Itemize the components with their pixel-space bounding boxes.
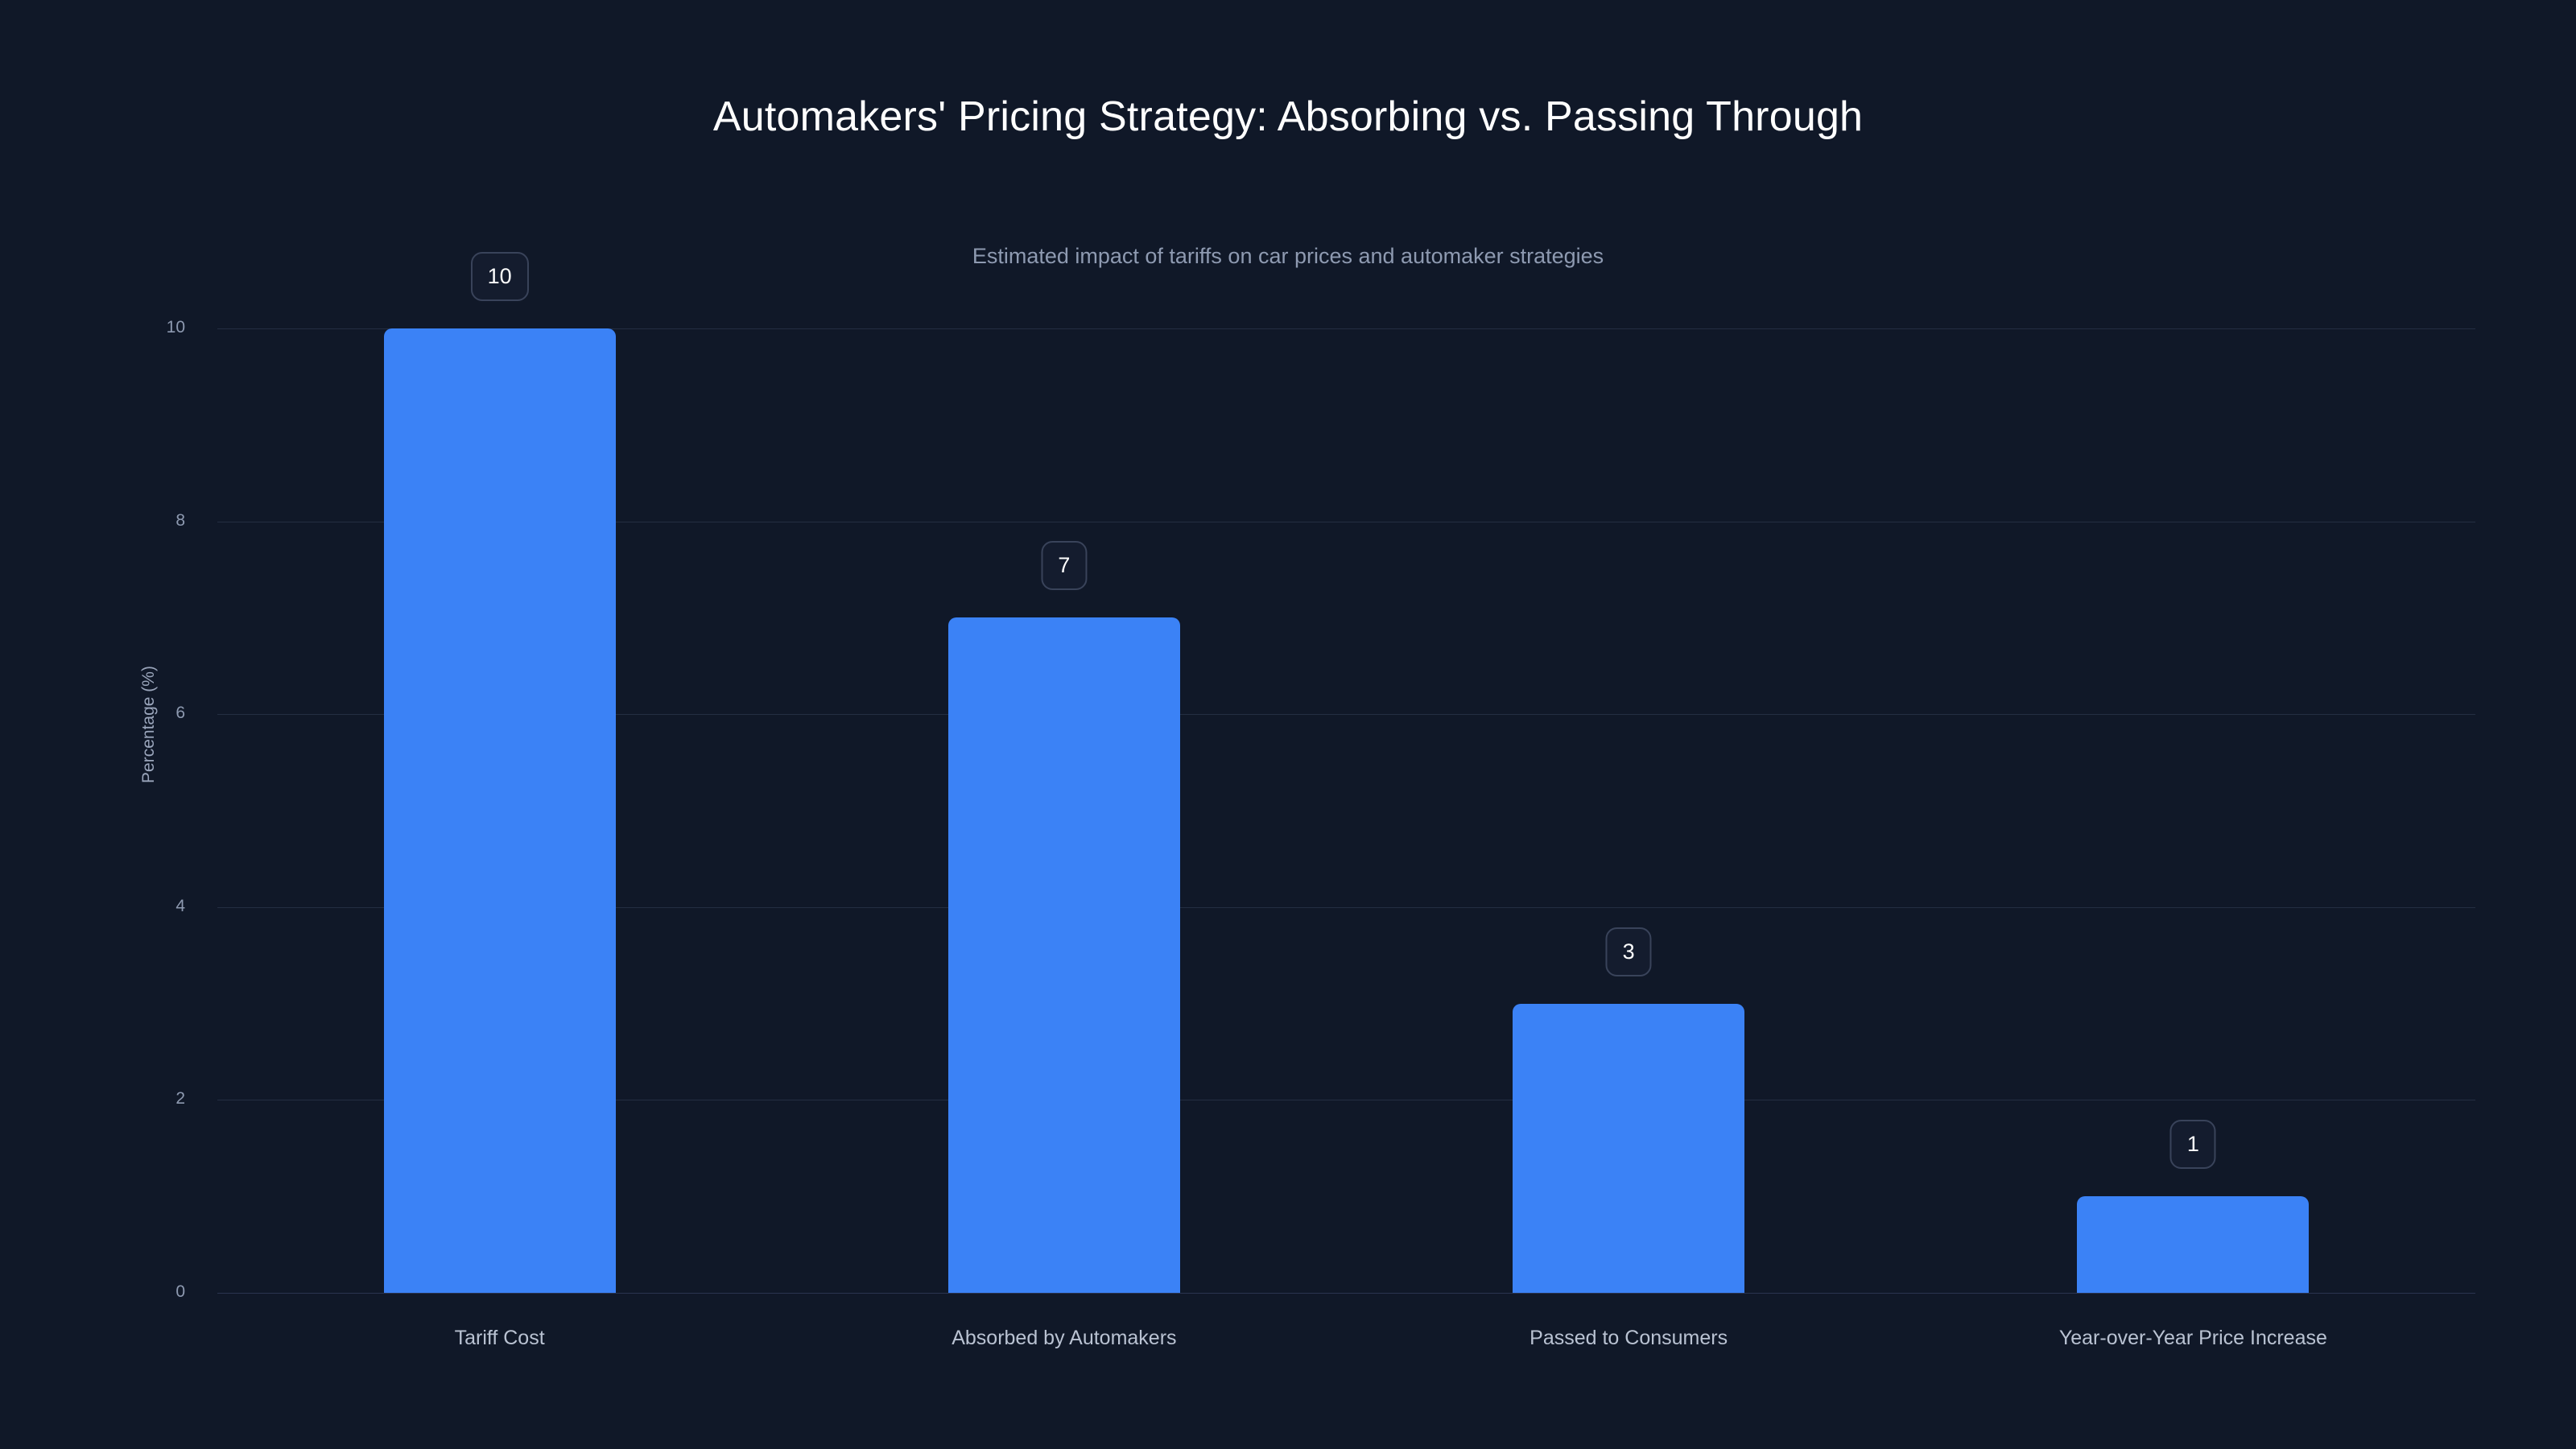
y-axis-tick-label: 0 xyxy=(175,1282,185,1301)
x-axis-tick-label: Tariff Cost xyxy=(454,1327,545,1349)
plot-area xyxy=(217,328,2475,1294)
bar[interactable] xyxy=(1513,1003,1745,1293)
y-axis-tick-label: 4 xyxy=(175,896,185,915)
bar-value-badge: 10 xyxy=(470,252,529,301)
y-axis-tick-label: 8 xyxy=(175,510,185,530)
gridline xyxy=(217,1293,2475,1294)
y-axis-tick-label: 2 xyxy=(175,1089,185,1108)
bar-value-badge: 7 xyxy=(1041,541,1088,591)
bar-value-badge: 3 xyxy=(1605,927,1652,976)
y-axis-tick-label: 6 xyxy=(175,704,185,723)
chart-subtitle: Estimated impact of tariffs on car price… xyxy=(972,244,1604,268)
x-axis-tick-label: Year-over-Year Price Increase xyxy=(2058,1327,2327,1349)
gridline xyxy=(217,328,2475,329)
y-axis-tick-label: 10 xyxy=(166,318,185,336)
gridline xyxy=(217,906,2475,908)
bar[interactable] xyxy=(383,328,616,1293)
gridline xyxy=(217,714,2475,716)
bar[interactable] xyxy=(947,617,1180,1293)
x-axis-tick-label: Passed to Consumers xyxy=(1530,1327,1728,1349)
x-axis-tick-label: Absorbed by Automakers xyxy=(952,1327,1177,1349)
bar[interactable] xyxy=(2077,1196,2310,1293)
y-axis-title: Percentage (%) xyxy=(138,666,158,783)
bar-value-badge: 1 xyxy=(2169,1120,2216,1170)
chart-title: Automakers' Pricing Strategy: Absorbing … xyxy=(712,93,1864,140)
